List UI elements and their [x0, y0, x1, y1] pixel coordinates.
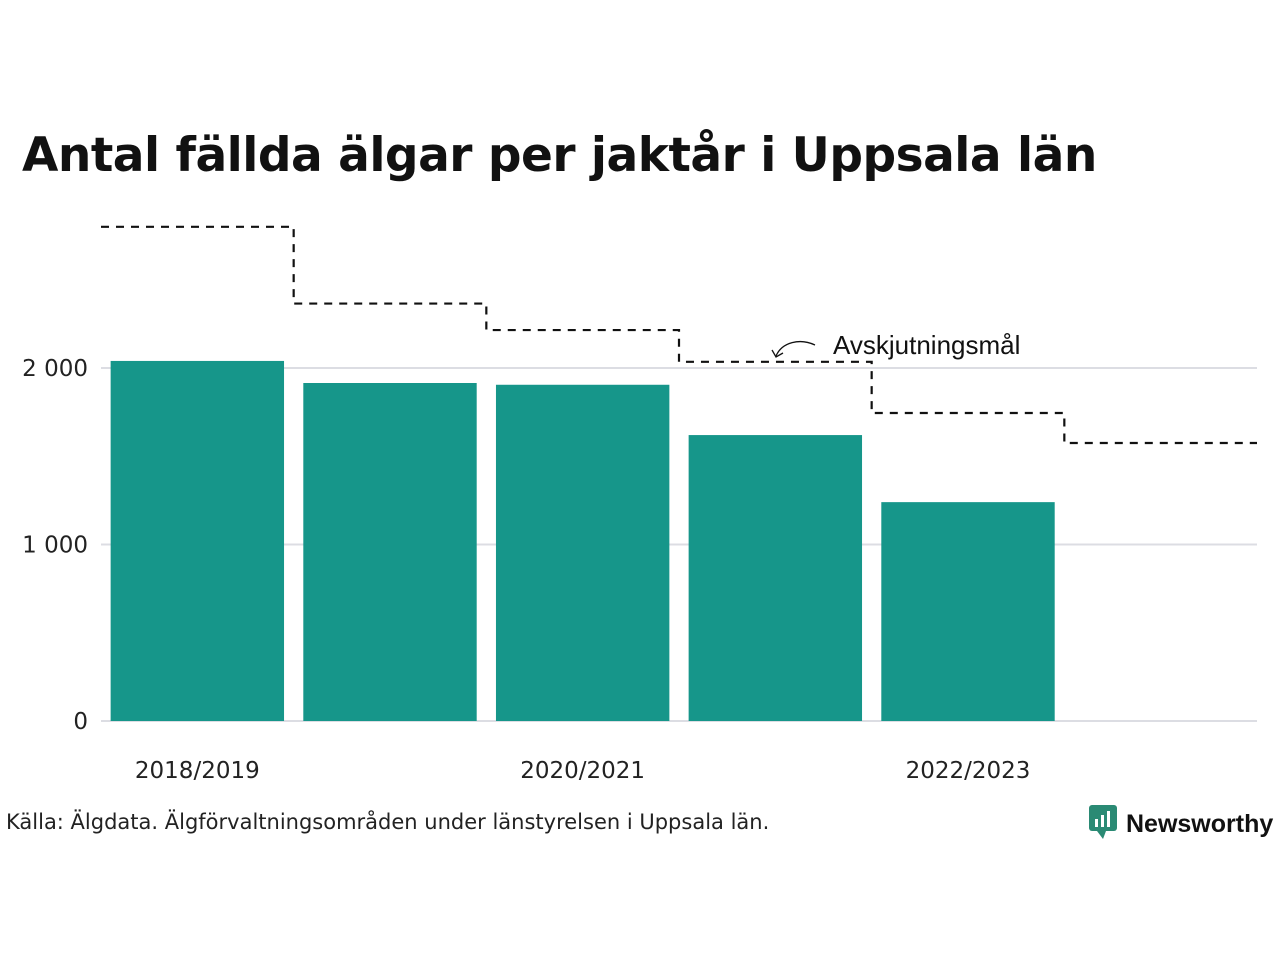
y-tick-label: 0 — [73, 709, 88, 735]
bar — [881, 502, 1055, 721]
bar — [495, 384, 670, 721]
x-tick-label: 2020/2021 — [520, 758, 645, 784]
x-axis-ticks: 2018/2019 2020/2021 2022/2023 — [135, 758, 1030, 784]
chart-title: Antal fällda älgar per jaktår i Uppsala … — [22, 128, 1097, 183]
x-tick-label: 2022/2023 — [906, 758, 1031, 784]
y-axis-ticks: 0 1 000 2 000 — [22, 356, 88, 735]
bar — [303, 383, 477, 721]
x-tick-label: 2018/2019 — [135, 758, 260, 784]
grid-lines — [101, 367, 1257, 722]
target-line — [101, 225, 1257, 445]
bar — [688, 435, 863, 721]
newsworthy-logo[interactable]: Newsworthy — [1088, 804, 1273, 844]
bar-chart-speech-bubble-icon — [1088, 804, 1118, 844]
bars — [110, 360, 1055, 721]
source-note: Källa: Älgdata. Älgförvaltningsområden u… — [6, 810, 770, 834]
target-step-line — [101, 225, 1257, 445]
y-tick-label: 1 000 — [22, 533, 88, 559]
annotation-arrowhead — [771, 349, 784, 358]
bar — [110, 360, 285, 721]
annotation: Avskjutningsmål — [771, 330, 1020, 360]
brand-name: Newsworthy — [1126, 809, 1274, 838]
y-tick-label: 2 000 — [22, 356, 88, 382]
annotation-label: Avskjutningsmål — [833, 330, 1020, 360]
annotation-arrow — [775, 341, 816, 357]
